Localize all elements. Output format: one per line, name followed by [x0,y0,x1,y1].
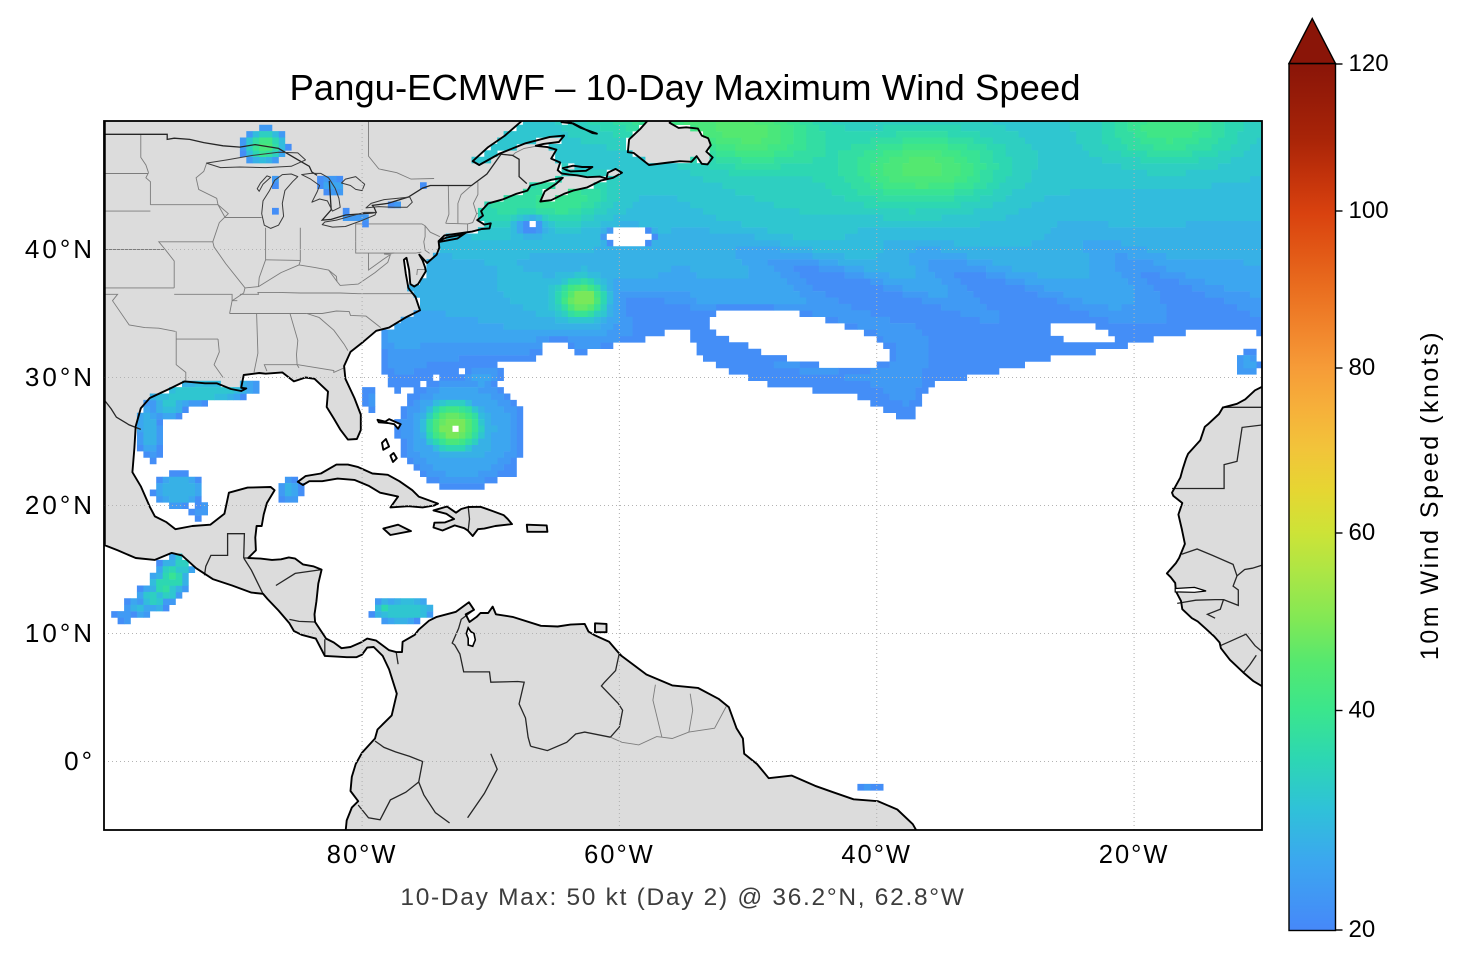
svg-text:10-Day Max: 50 kt (Day 2) @ 36: 10-Day Max: 50 kt (Day 2) @ 36.2°N, 62.8… [400,884,965,911]
svg-text:80: 80 [1349,354,1376,381]
svg-text:10m Wind Speed (knots): 10m Wind Speed (knots) [1416,330,1444,660]
svg-text:40°W: 40°W [841,841,912,869]
svg-text:40: 40 [1349,697,1376,724]
svg-text:0°: 0° [64,746,95,776]
svg-text:40°N: 40°N [25,234,95,264]
svg-text:30°N: 30°N [25,362,95,392]
svg-text:20°W: 20°W [1099,841,1170,869]
svg-text:60: 60 [1349,519,1376,546]
svg-text:Pangu-ECMWF – 10-Day Maximum W: Pangu-ECMWF – 10-Day Maximum Wind Speed [289,67,1080,108]
svg-text:100: 100 [1349,197,1389,224]
svg-text:20°N: 20°N [25,490,95,520]
svg-text:10°N: 10°N [25,618,95,648]
svg-text:80°W: 80°W [327,841,398,869]
svg-text:60°W: 60°W [584,841,655,869]
svg-text:120: 120 [1349,50,1389,77]
svg-text:20: 20 [1349,916,1376,943]
